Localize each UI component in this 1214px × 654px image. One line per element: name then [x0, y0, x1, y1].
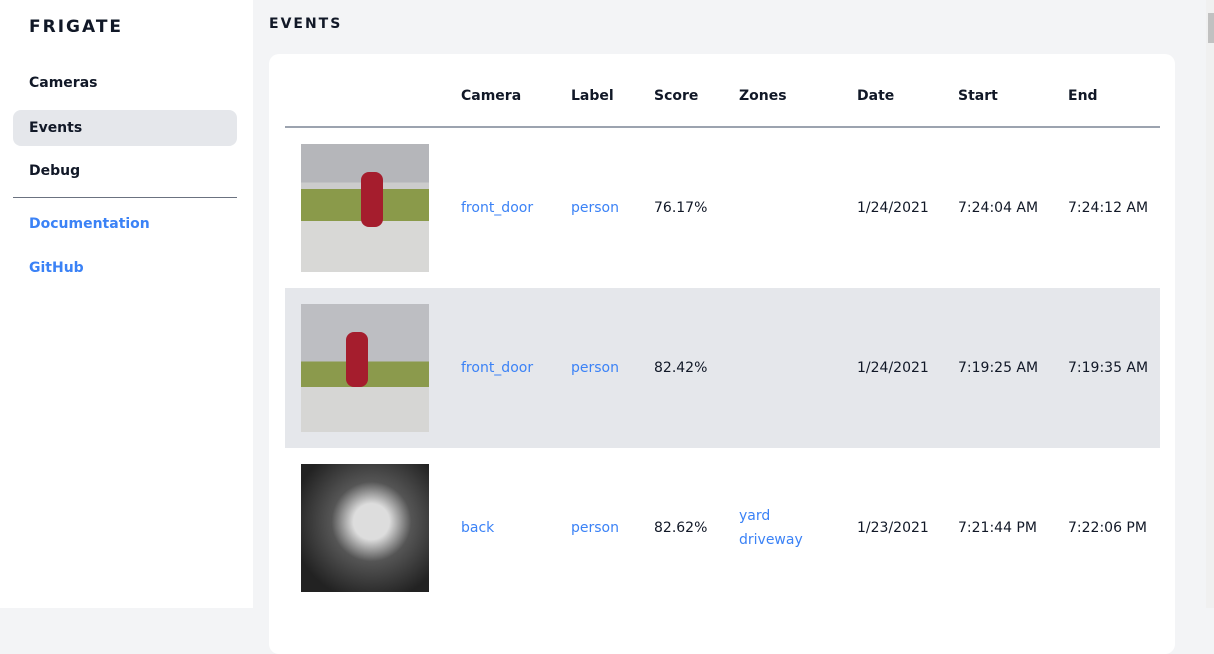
page-title: EVENTS	[269, 16, 343, 32]
camera-link[interactable]: back	[461, 520, 495, 536]
sidebar: FRIGATE Cameras Events Debug Documentati…	[0, 0, 253, 608]
end-time: 7:22:06 PM	[1068, 520, 1147, 536]
camera-link[interactable]: front_door	[461, 360, 534, 376]
events-table: Camera Label Score Zones Date Start End …	[269, 54, 1175, 654]
table-row[interactable]: back person 82.62% yard driveway 1/23/20…	[285, 448, 1160, 608]
table-row[interactable]: front_door person 76.17% 1/24/2021 7:24:…	[285, 128, 1160, 288]
zone-link[interactable]: driveway	[739, 532, 803, 548]
event-thumbnail[interactable]	[301, 304, 429, 432]
event-thumbnail[interactable]	[301, 144, 429, 272]
end-time: 7:24:12 AM	[1068, 200, 1149, 216]
date: 1/24/2021	[857, 360, 929, 376]
start-time: 7:24:04 AM	[958, 200, 1039, 216]
date: 1/23/2021	[857, 520, 929, 536]
score: 82.62%	[654, 520, 708, 536]
header-divider	[285, 126, 1160, 128]
header-zones: Zones	[739, 88, 787, 104]
sidebar-item-cameras[interactable]: Cameras	[29, 75, 98, 91]
start-time: 7:21:44 PM	[958, 520, 1037, 536]
label-link[interactable]: person	[571, 360, 619, 376]
brand-logo: FRIGATE	[29, 17, 124, 37]
camera-link[interactable]: front_door	[461, 200, 534, 216]
sidebar-item-debug[interactable]: Debug	[29, 163, 81, 179]
sidebar-item-events[interactable]: Events	[13, 110, 237, 146]
label-link[interactable]: person	[571, 200, 619, 216]
header-start: Start	[958, 88, 998, 104]
end-time: 7:19:35 AM	[1068, 360, 1149, 376]
header-date: Date	[857, 88, 895, 104]
github-link[interactable]: GitHub	[29, 260, 84, 276]
date: 1/24/2021	[857, 200, 929, 216]
scrollbar-thumb[interactable]	[1208, 13, 1214, 43]
header-camera: Camera	[461, 88, 522, 104]
documentation-link[interactable]: Documentation	[29, 216, 150, 232]
table-row[interactable]: front_door person 82.42% 1/24/2021 7:19:…	[285, 288, 1160, 448]
header-score: Score	[654, 88, 699, 104]
start-time: 7:19:25 AM	[958, 360, 1039, 376]
score: 82.42%	[654, 360, 708, 376]
zone-link[interactable]: yard	[739, 508, 771, 524]
scrollbar[interactable]	[1206, 0, 1214, 608]
header-end: End	[1068, 88, 1098, 104]
event-thumbnail[interactable]	[301, 464, 429, 592]
header-label: Label	[571, 88, 614, 104]
score: 76.17%	[654, 200, 708, 216]
label-link[interactable]: person	[571, 520, 619, 536]
sidebar-divider	[13, 197, 237, 198]
